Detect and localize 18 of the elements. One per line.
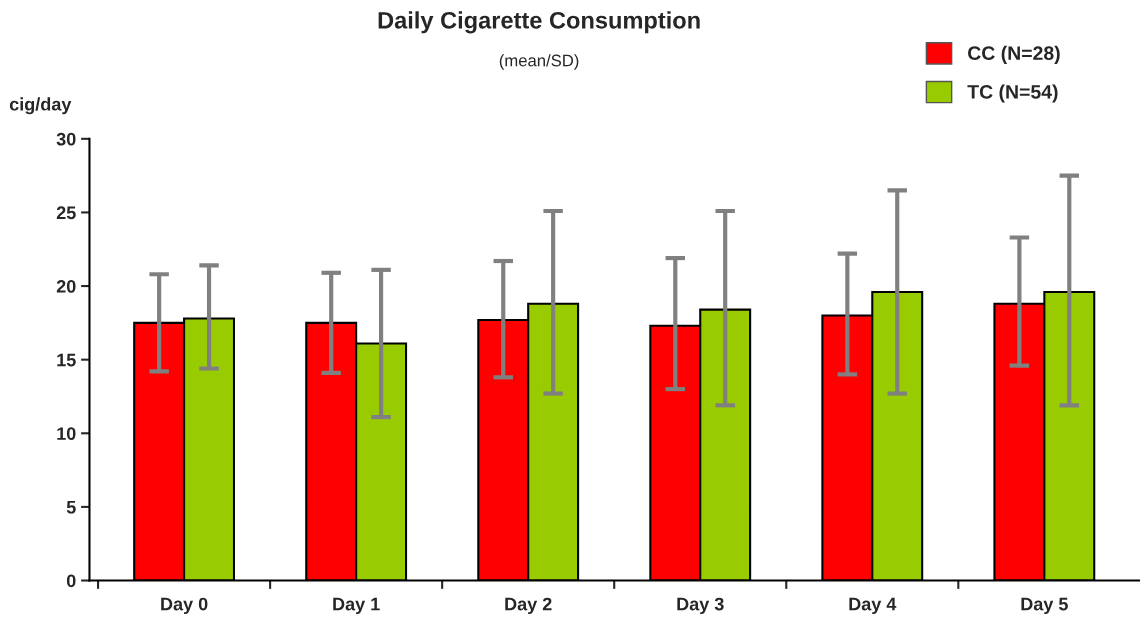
y-tick-label: 10: [57, 427, 76, 441]
x-tick-label: Day 2: [505, 597, 552, 615]
chart-subtitle: (mean/SD): [499, 54, 579, 70]
x-tick-label: Day 4: [849, 597, 897, 615]
x-tick-label: Day 0: [161, 597, 208, 615]
y-tick-label: 20: [56, 279, 76, 293]
y-tick-label: 0: [66, 574, 76, 588]
chart-title: Daily Cigarette Consumption: [378, 11, 700, 34]
legend-label: CC (N=28): [968, 45, 1060, 64]
x-tick-label: Day 1: [333, 597, 380, 615]
y-tick-label: 25: [56, 206, 76, 220]
y-tick-label: 15: [57, 353, 76, 367]
y-axis-title: cig/day: [9, 97, 72, 115]
y-tick-label: 5: [66, 501, 76, 514]
y-tick-label: 30: [56, 132, 76, 146]
legend-label: TC (N=54): [967, 84, 1058, 103]
x-tick-label: Day 5: [1021, 597, 1068, 615]
x-tick-label: Day 3: [677, 597, 724, 615]
